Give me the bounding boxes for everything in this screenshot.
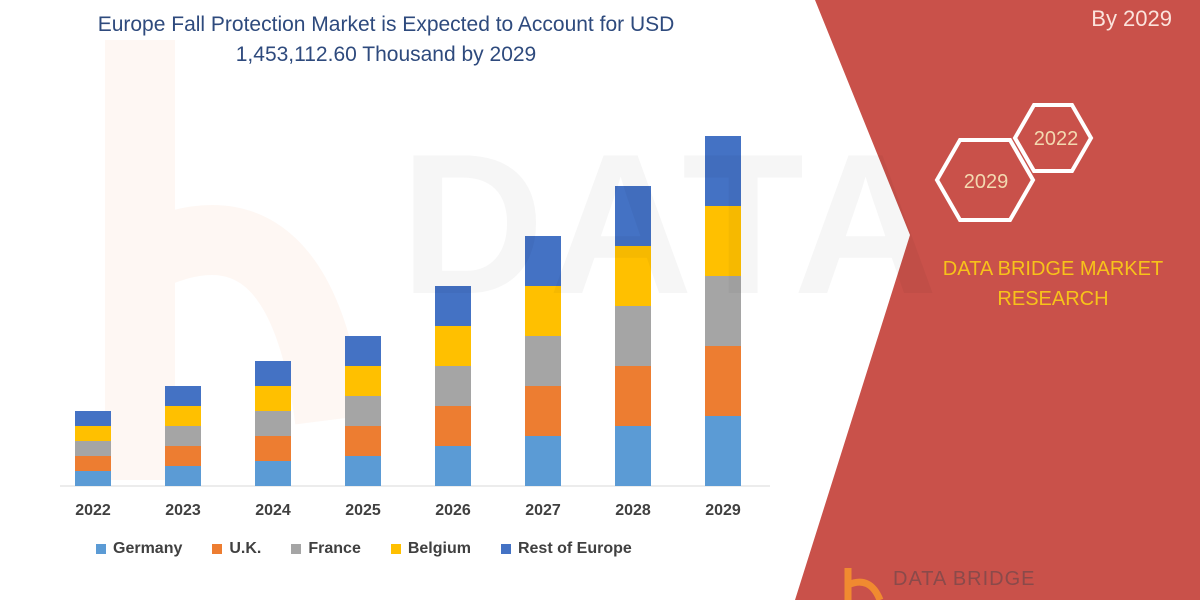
bar-2024-u-k- [255, 436, 291, 461]
legend-swatch [212, 544, 223, 554]
hex-2022-label: 2022 [1034, 128, 1079, 150]
bar-2029-rest-of-europe [705, 136, 741, 206]
x-tick-label: 2024 [255, 502, 291, 519]
bar-2026-u-k- [435, 406, 471, 446]
bar-2023-germany [165, 466, 201, 486]
bar-2029-belgium [705, 206, 741, 276]
red-side-panel [795, 0, 1200, 600]
bar-2028-belgium [615, 246, 651, 306]
bar-2024-france [255, 411, 291, 436]
hexagon-2029-icon [934, 138, 1036, 222]
legend: Germany U.K. France Belgium Rest of Europe [96, 540, 662, 558]
legend-item: Rest of Europe [500, 540, 632, 558]
bar-2023-france [165, 426, 201, 446]
legend-label: Germany [113, 540, 183, 557]
x-tick-label: 2029 [705, 502, 741, 519]
legend-item: U.K. [212, 540, 261, 558]
brand-line-2: RESEARCH [997, 288, 1109, 310]
bar-2023-u-k- [165, 446, 201, 466]
logo-text: DATA BRIDGE [893, 568, 1036, 590]
bar-2024-germany [255, 461, 291, 486]
legend-item: France [291, 540, 361, 558]
bar-2025-rest-of-europe [345, 336, 381, 366]
bar-2026-belgium [435, 326, 471, 366]
bar-2022-germany [75, 471, 111, 486]
x-tick-label: 2027 [525, 502, 561, 519]
brand-line-1: DATA BRIDGE MARKET [942, 258, 1164, 280]
bar-2027-rest-of-europe [525, 236, 561, 286]
title-line-2: 1,453,112.60 Thousand by 2029 [235, 43, 537, 66]
bar-2023-belgium [165, 406, 201, 426]
bar-2027-germany [525, 436, 561, 486]
bar-2022-belgium [75, 426, 111, 441]
legend-swatch [390, 544, 401, 554]
legend-label: Belgium [407, 540, 471, 557]
bar-2029-germany [705, 416, 741, 486]
bar-2025-france [345, 396, 381, 426]
bar-2028-france [615, 306, 651, 366]
legend-swatch [96, 544, 106, 554]
brand-name: DATA BRIDGE MARKET RESEARCH [930, 254, 1176, 314]
title-line-1: Europe Fall Protection Market is Expecte… [97, 13, 675, 36]
bar-2026-france [435, 366, 471, 406]
hex-2029-label: 2029 [964, 171, 1009, 193]
bar-2027-u-k- [525, 386, 561, 436]
watermark: DATA [400, 110, 942, 340]
x-tick-label: 2023 [165, 502, 201, 519]
x-tick-label: 2025 [345, 502, 381, 519]
bar-2022-u-k- [75, 456, 111, 471]
bar-2028-germany [615, 426, 651, 486]
legend-swatch [291, 544, 302, 554]
bar-2025-u-k- [345, 426, 381, 456]
panel-subtitle: By 2029 [1091, 6, 1172, 31]
legend-label: France [308, 540, 361, 557]
bar-2029-u-k- [705, 346, 741, 416]
x-tick-label: 2028 [615, 502, 651, 519]
hexagon-2022-icon [1012, 103, 1094, 173]
bars-group [75, 136, 741, 486]
bar-2022-france [75, 441, 111, 456]
bar-2028-rest-of-europe [615, 186, 651, 246]
x-tick-label: 2026 [435, 502, 471, 519]
legend-item: Belgium [390, 540, 471, 558]
bar-2028-u-k- [615, 366, 651, 426]
brand-logo-icon [844, 568, 884, 600]
bar-2029-france [705, 276, 741, 346]
legend-swatch [500, 544, 511, 554]
x-tick-label: 2022 [75, 502, 111, 519]
legend-label: U.K. [229, 540, 262, 557]
bar-2026-rest-of-europe [435, 286, 471, 326]
bar-2027-france [525, 336, 561, 386]
bar-2026-germany [435, 446, 471, 486]
watermark-logo [105, 40, 365, 480]
bar-2023-rest-of-europe [165, 386, 201, 406]
bar-2024-rest-of-europe [255, 361, 291, 386]
bar-2027-belgium [525, 286, 561, 336]
legend-item: Germany [96, 540, 182, 558]
bar-2025-belgium [345, 366, 381, 396]
bar-2025-germany [345, 456, 381, 486]
legend-label: Rest of Europe [517, 540, 632, 557]
bar-2024-belgium [255, 386, 291, 411]
bar-2022-rest-of-europe [75, 411, 111, 426]
chart-title: Europe Fall Protection Market is Expecte… [40, 10, 732, 70]
